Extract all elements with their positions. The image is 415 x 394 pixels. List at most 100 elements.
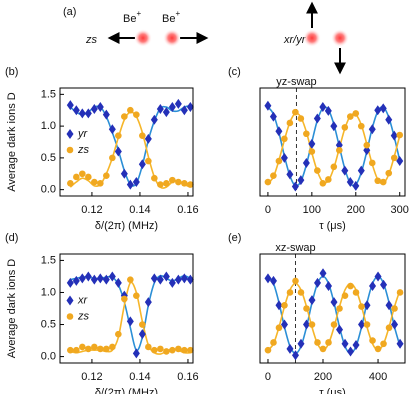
data-point — [336, 305, 343, 312]
panel-label: (e) — [228, 232, 241, 244]
data-point — [379, 103, 387, 114]
data-point — [324, 105, 332, 116]
x-axis-label: τ (μs) — [319, 220, 346, 232]
data-point — [144, 297, 152, 308]
data-point — [103, 172, 110, 179]
data-point — [275, 324, 283, 332]
data-point — [121, 113, 128, 120]
data-point — [174, 98, 182, 109]
data-point — [325, 339, 332, 346]
x-tick-label: 0.14 — [129, 371, 150, 383]
data-point — [314, 277, 322, 288]
data-point — [102, 274, 110, 285]
y-tick-label: 1.0 — [41, 120, 56, 132]
data-point — [109, 154, 116, 162]
data-point — [97, 345, 104, 353]
data-point — [363, 141, 371, 149]
data-point — [330, 321, 338, 328]
ion — [163, 29, 181, 47]
data-point — [78, 108, 86, 119]
data-point — [341, 338, 349, 349]
plot-frame — [259, 253, 406, 364]
data-point — [114, 146, 122, 157]
legend-marker — [66, 313, 74, 320]
data-point — [308, 295, 316, 306]
data-point — [115, 330, 122, 338]
data-point — [72, 275, 80, 286]
diagram: (a) zs Be+ Be+ xr/yr — [63, 1, 349, 75]
data-point — [297, 175, 305, 186]
data-point — [84, 271, 92, 282]
data-point — [286, 289, 294, 296]
ion-label: Be+ — [162, 9, 180, 25]
data-point — [163, 348, 170, 355]
data-point — [291, 181, 299, 192]
y-axis-label: Average dark ions D — [6, 259, 18, 359]
data-point — [115, 132, 122, 139]
data-point — [169, 176, 176, 184]
data-point — [145, 157, 152, 165]
data-point — [385, 114, 393, 125]
data-point — [390, 130, 398, 141]
data-point — [84, 108, 92, 119]
data-point — [391, 319, 399, 330]
data-point — [157, 181, 164, 188]
data-point — [396, 338, 404, 349]
data-point — [91, 178, 98, 186]
data-point — [121, 295, 128, 303]
mode-label: xr/yr — [283, 34, 307, 46]
data-point — [151, 174, 158, 182]
data-point — [302, 157, 310, 168]
data-point — [269, 275, 277, 286]
data-point — [144, 133, 152, 144]
data-point — [174, 274, 182, 285]
data-point — [168, 277, 176, 288]
x-tick-label: 0.12 — [81, 204, 102, 216]
data-point — [358, 303, 365, 310]
data-point — [264, 346, 272, 354]
data-point — [347, 346, 355, 357]
x-tick-label: 0 — [265, 371, 271, 383]
data-point — [90, 274, 98, 285]
data-point — [352, 289, 360, 296]
x-tick-label: 0.16 — [177, 371, 198, 383]
data-point — [96, 102, 104, 113]
y-tick-label: 0.0 — [41, 184, 56, 196]
data-point — [270, 172, 277, 179]
data-point — [281, 301, 288, 309]
data-point — [139, 321, 146, 328]
data-point — [78, 273, 86, 284]
data-point — [175, 345, 182, 353]
data-point — [368, 159, 376, 167]
data-point — [346, 177, 354, 188]
data-point — [264, 178, 272, 186]
data-point — [347, 282, 354, 290]
data-point — [341, 124, 349, 131]
data-point — [297, 289, 305, 296]
data-point — [336, 146, 343, 154]
data-point — [186, 102, 194, 113]
data-point — [314, 339, 321, 346]
data-point — [352, 340, 360, 351]
x-tick-label: 0.14 — [129, 204, 150, 216]
data-point — [163, 179, 170, 187]
data-point — [379, 178, 387, 186]
data-point — [286, 169, 294, 180]
data-point — [374, 177, 382, 185]
data-point — [391, 305, 398, 312]
data-point — [162, 271, 170, 282]
legend-label: xr — [77, 294, 89, 306]
data-point — [181, 179, 188, 187]
data-point — [108, 271, 116, 282]
data-point — [79, 170, 86, 178]
ion — [134, 29, 152, 47]
data-point — [319, 268, 327, 279]
data-point — [380, 340, 387, 348]
data-point — [380, 279, 388, 290]
ion-label: Be+ — [123, 9, 141, 25]
legend-label: yr — [77, 128, 89, 140]
data-point — [138, 329, 146, 340]
data-point — [280, 319, 288, 330]
y-tick-label: 0.5 — [41, 318, 56, 330]
data-point — [357, 122, 365, 130]
